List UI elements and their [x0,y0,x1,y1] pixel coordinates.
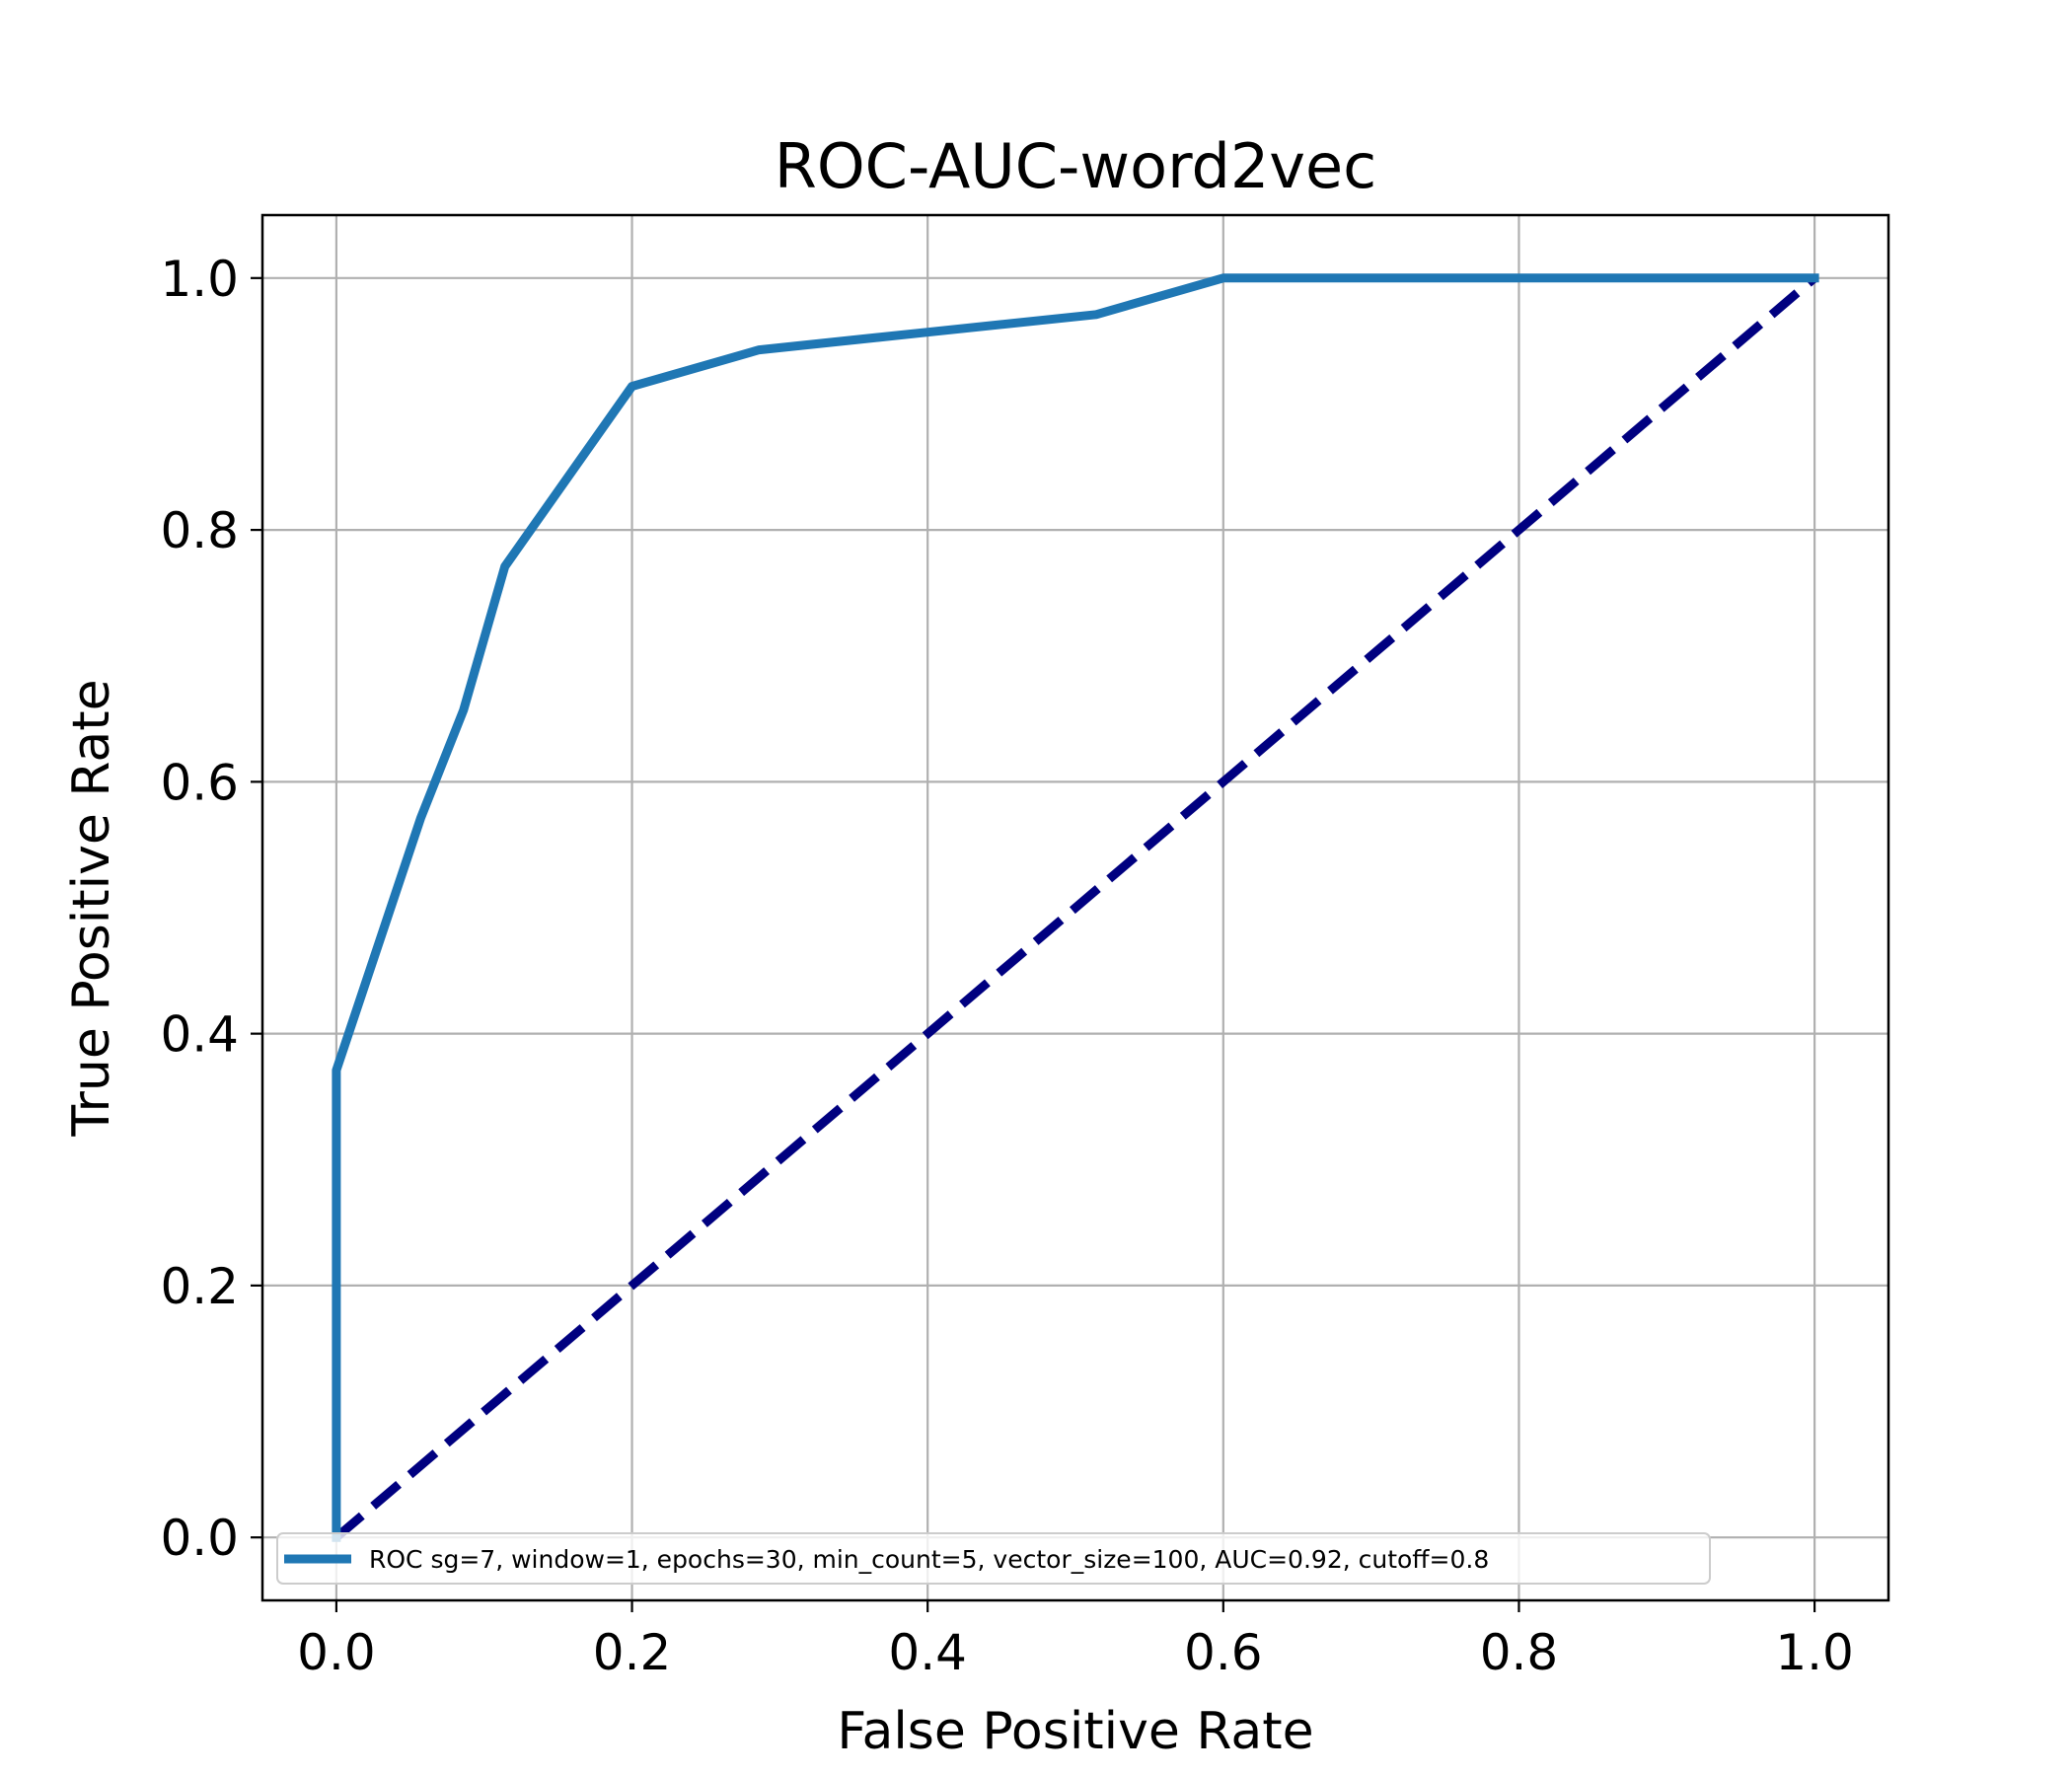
y-tick-label: 0.6 [160,754,239,811]
plot-frame [260,213,1890,1602]
x-tick-label: 0.4 [888,1624,967,1681]
x-axis-title: False Positive Rate [837,1702,1313,1761]
roc-curve-line [332,273,1819,1542]
chance-diagonal-line [333,274,1818,1541]
legend-box [276,1532,1711,1585]
chart-title: ROC-AUC-word2vec [775,130,1376,202]
y-tick-label: 0.2 [160,1258,239,1315]
x-tick-label: 0.6 [1184,1624,1263,1681]
x-tick-label: 1.0 [1775,1624,1854,1681]
legend-label: ROC sg=7, window=1, epochs=30, min_count… [369,1545,1489,1574]
legend: ROC sg=7, window=1, epochs=30, min_count… [276,1532,1711,1585]
x-tick-label: 0.8 [1480,1624,1559,1681]
axis-ticks: 0.0 0.2 0.4 0.6 0.8 1.0 0.0 0.2 0.4 0.6 0.8 1.0 [160,251,1853,1681]
y-tick-label: 0.8 [160,502,239,559]
y-axis-title: True Positive Rate [62,679,121,1137]
y-tick-label: 0.4 [160,1006,239,1064]
y-tick-label: 0.0 [160,1510,239,1567]
x-tick-label: 0.2 [593,1624,672,1681]
y-tick-label: 1.0 [160,251,239,308]
x-tick-label: 0.0 [297,1624,376,1681]
series-lines [332,273,1819,1542]
